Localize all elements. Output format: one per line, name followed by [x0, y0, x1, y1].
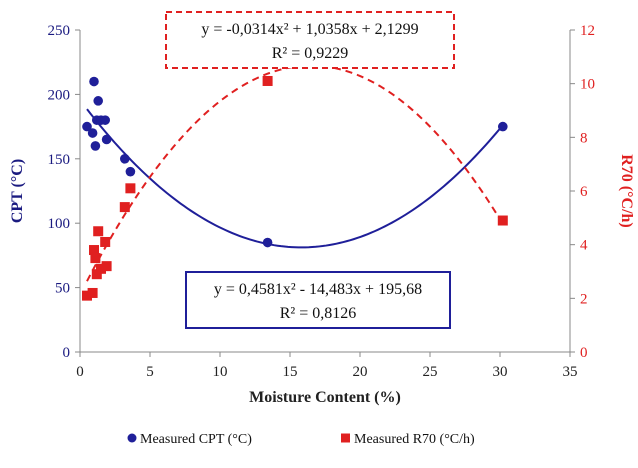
y-tick-label-left: 250 — [48, 23, 71, 39]
cpt-point — [93, 96, 103, 106]
r70-point — [497, 215, 508, 226]
y-tick-label-left: 200 — [48, 87, 71, 103]
r70-point — [89, 245, 99, 256]
tick-marks — [75, 29, 575, 357]
y-tick-labels-right: 0 2 4 6 8 10 12 — [580, 23, 595, 361]
cpt-point — [120, 154, 130, 164]
equation-box-cpt: y = 0,4581x² - 14,483x + 195,68 R² = 0,8… — [185, 271, 451, 329]
x-tick-labels: 0 5 10 15 20 25 30 35 — [76, 364, 577, 380]
data-points — [82, 75, 508, 301]
legend: Measured CPT (°C) Measured R70 (°C/h) — [127, 432, 475, 447]
r70-point — [262, 75, 273, 86]
x-tick-label: 10 — [213, 364, 228, 380]
x-tick-label: 25 — [423, 364, 438, 380]
r70-point — [125, 183, 136, 194]
x-tick-label: 15 — [283, 364, 298, 380]
y-axis-title-left: CPT (°C) — [9, 159, 26, 223]
cpt-point — [101, 134, 112, 145]
r70-point — [91, 269, 102, 280]
r-squared-r70: R² = 0,9229 — [272, 45, 349, 62]
y-tick-label-right: 4 — [580, 238, 588, 254]
y-tick-label-left: 50 — [55, 281, 70, 297]
x-tick-label: 0 — [76, 364, 84, 380]
y-tick-label-right: 12 — [580, 23, 595, 39]
legend-r70-label: Measured R70 (°C/h) — [354, 432, 475, 447]
y-tick-label-right: 8 — [580, 130, 588, 146]
r70-point — [101, 261, 112, 272]
legend-r70-marker — [341, 433, 350, 443]
r70-point — [87, 287, 98, 298]
x-tick-label: 5 — [146, 364, 154, 380]
cpt-point — [87, 128, 98, 138]
trendlines — [86, 64, 504, 282]
y-tick-labels-left: 0 50 100 150 200 250 — [48, 23, 71, 361]
y-tick-label-right: 6 — [580, 184, 588, 200]
equation-box-cpt-frame — [185, 271, 451, 329]
y-tick-label-left: 100 — [48, 216, 71, 232]
equation-r70: y = -0,0314x² + 1,0358x + 2,1299 — [201, 21, 418, 38]
x-axis-title: Moisture Content (%) — [249, 389, 401, 406]
r70-point — [93, 226, 104, 237]
x-tick-label: 35 — [563, 364, 578, 380]
x-tick-label: 20 — [353, 364, 368, 380]
r70-point — [90, 253, 101, 264]
cpt-point — [262, 237, 273, 248]
r70-point — [119, 202, 130, 213]
r70-point — [82, 290, 92, 301]
cpt-point — [100, 115, 110, 125]
trendline-r70 — [86, 64, 504, 282]
cpt-point — [89, 76, 99, 87]
y-tick-label-right: 0 — [580, 345, 588, 361]
x-tick-label: 30 — [493, 364, 508, 380]
y-tick-label-right: 2 — [580, 291, 588, 307]
legend-cpt-marker — [127, 433, 137, 443]
legend-cpt-label: Measured CPT (°C) — [140, 432, 252, 447]
cpt-point — [125, 166, 136, 177]
equation-cpt: y = 0,4581x² - 14,483x + 195,68 — [214, 281, 422, 298]
cpt-point — [498, 121, 508, 132]
y-tick-label-left: 150 — [48, 152, 71, 168]
r-squared-cpt: R² = 0,8126 — [280, 305, 357, 322]
trendline-cpt — [86, 108, 504, 249]
cpt-point — [82, 121, 92, 132]
cpt-point — [90, 141, 101, 151]
y-tick-label-left: 0 — [63, 345, 71, 361]
equation-box-r70-frame — [165, 11, 455, 69]
r70-point — [96, 263, 106, 274]
y-tick-label-right: 10 — [580, 77, 595, 93]
equation-box-r70: y = -0,0314x² + 1,0358x + 2,1299 R² = 0,… — [165, 11, 455, 69]
y-axis-title-right: R70 (°C/h) — [618, 154, 635, 228]
r70-point — [100, 236, 111, 247]
